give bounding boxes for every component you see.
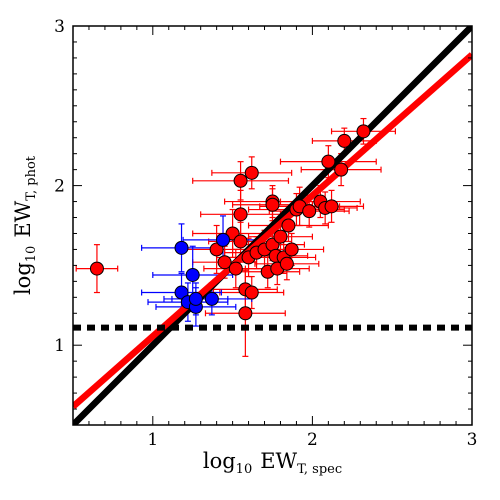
data-point (174, 285, 189, 300)
data-point (174, 240, 189, 255)
data-point (188, 291, 203, 306)
data-point (321, 154, 336, 169)
x-tick-label: 1 (147, 430, 158, 450)
data-point (273, 229, 288, 244)
data-point (216, 232, 231, 247)
y-tick-label: 3 (54, 17, 65, 37)
axis-ticks: 1 2 3 1 2 3 (54, 17, 477, 450)
data-point (281, 218, 296, 233)
data-point (233, 173, 248, 188)
blue-series (174, 232, 231, 314)
y-tick-label: 2 (54, 177, 65, 197)
data-point (284, 242, 299, 257)
data-point (233, 234, 248, 249)
data-point (238, 306, 253, 321)
x-tick-label: 2 (307, 430, 318, 450)
data-point (217, 255, 232, 270)
data-point (185, 267, 200, 282)
x-tick-label: 3 (467, 430, 478, 450)
red-series (89, 124, 371, 321)
y-tick-label: 1 (54, 336, 65, 356)
data-point (356, 124, 371, 139)
data-point (337, 133, 352, 148)
data-point (302, 204, 317, 219)
data-point (89, 261, 104, 276)
one-to-one-line (73, 26, 472, 425)
data-point (279, 256, 294, 271)
data-point (228, 261, 243, 276)
data-point (244, 285, 259, 300)
data-point (233, 207, 248, 222)
y-axis-label: log10EWT, phot (11, 155, 39, 295)
plot-content (73, 26, 472, 425)
data-point (209, 242, 224, 257)
data-point (204, 291, 219, 306)
data-point (324, 199, 339, 214)
fit-line (73, 52, 472, 410)
data-point (334, 162, 349, 177)
data-point (265, 197, 280, 212)
x-axis-label: log10 EWT, spec (203, 449, 342, 477)
data-point (244, 165, 259, 180)
plot-frame (72, 25, 473, 426)
